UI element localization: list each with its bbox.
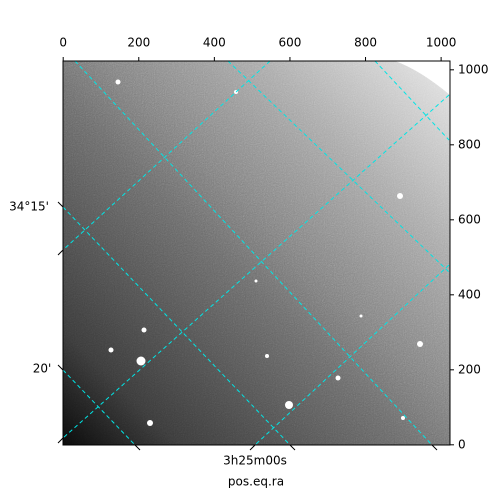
dec-tick-label: 34°15' xyxy=(9,200,49,214)
y-tick-label: 800 xyxy=(458,137,481,151)
dec-tick-label: 20' xyxy=(33,362,52,376)
x-tick-label: 200 xyxy=(127,36,150,50)
x-tick-label: 400 xyxy=(203,36,226,50)
x-tick-label: 0 xyxy=(59,36,67,50)
x-tick-label: 1000 xyxy=(426,36,457,50)
world-ticks xyxy=(57,201,438,451)
x-axis-label: pos.eq.ra xyxy=(228,475,284,489)
coordinate-grid xyxy=(63,61,450,445)
frame xyxy=(62,60,451,446)
image xyxy=(63,61,450,445)
x-tick-label: 600 xyxy=(278,36,301,50)
x-tick-label: 800 xyxy=(354,36,377,50)
ra-tick-label: 3h25m00s xyxy=(223,454,287,468)
stars xyxy=(108,79,423,426)
y-tick-label: 1000 xyxy=(458,62,489,76)
y-tick-label: 400 xyxy=(458,287,481,301)
y-tick-label: 600 xyxy=(458,212,481,226)
y-tick-label: 200 xyxy=(458,362,481,376)
y-tick-label: 0 xyxy=(458,437,466,451)
